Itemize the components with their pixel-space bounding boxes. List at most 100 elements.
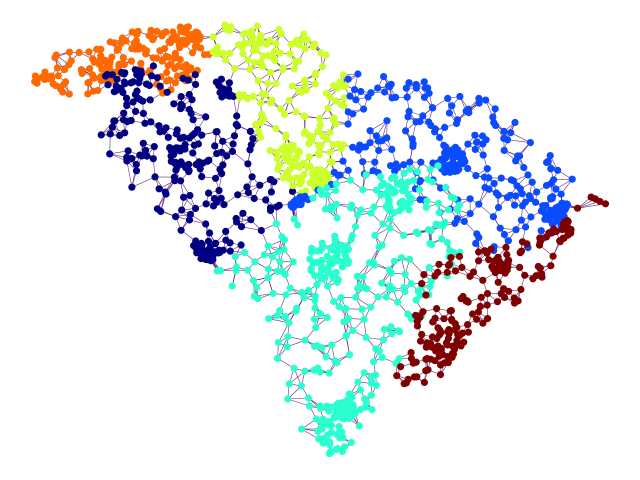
graph-node (128, 154, 136, 163)
graph-node (228, 147, 237, 156)
graph-node (344, 75, 352, 83)
graph-node (360, 105, 368, 113)
graph-node (453, 116, 462, 124)
graph-node (231, 64, 239, 73)
graph-node (239, 209, 247, 217)
graph-node (262, 91, 270, 99)
graph-node (466, 210, 474, 218)
graph-node (166, 76, 174, 84)
graph-node (119, 54, 127, 62)
graph-node (177, 226, 185, 234)
graph-node (366, 139, 374, 147)
graph-node (479, 140, 487, 148)
graph-node (172, 166, 180, 174)
graph-node (412, 118, 420, 126)
graph-node (266, 147, 274, 155)
graph-node (248, 27, 256, 35)
graph-node (226, 239, 234, 247)
graph-node (85, 78, 93, 87)
district-upstate-center (209, 21, 349, 197)
graph-node (280, 110, 289, 118)
graph-node (188, 96, 196, 104)
graph-node (162, 190, 170, 198)
graph-node (262, 196, 270, 204)
graph-node (226, 49, 234, 57)
graph-node (139, 109, 147, 117)
graph-node (145, 32, 153, 40)
graph-node (128, 45, 136, 53)
graph-node (257, 226, 265, 235)
graph-node (475, 94, 483, 102)
graph-node (149, 54, 157, 62)
graph-node (297, 88, 305, 96)
graph-node (211, 49, 219, 57)
graph-node (230, 132, 239, 140)
graph-node (145, 81, 153, 90)
graph-node (191, 204, 200, 212)
graph-node (272, 79, 280, 88)
graph-node (86, 65, 94, 73)
graph-node (250, 59, 258, 67)
graph-node (121, 69, 129, 77)
graph-node (120, 78, 128, 86)
graph-node (317, 49, 325, 57)
graph-node (449, 152, 457, 161)
graph-node (188, 49, 197, 57)
graph-node (244, 189, 252, 197)
graph-node (217, 194, 225, 202)
graph-node (527, 213, 535, 221)
graph-node (357, 87, 365, 96)
graph-node (249, 47, 258, 55)
graph-node (129, 98, 137, 106)
graph-node (380, 73, 388, 81)
graph-node (97, 131, 105, 139)
graph-node (119, 116, 127, 124)
graph-node (139, 97, 147, 105)
graph-node (320, 167, 328, 175)
graph-node (517, 216, 526, 224)
graph-node (257, 119, 265, 127)
graph-edge (510, 132, 531, 143)
graph-node (322, 89, 330, 97)
graph-node (190, 141, 198, 149)
graph-node (205, 156, 213, 164)
graph-node (253, 22, 261, 30)
graph-node (288, 82, 296, 90)
graph-node (258, 110, 266, 118)
graph-node (136, 151, 144, 159)
graph-node (306, 162, 314, 170)
graph-node (248, 173, 256, 181)
graph-node (303, 36, 311, 44)
graph-node (279, 146, 287, 154)
graph-node (354, 70, 362, 78)
graph-node (273, 148, 281, 156)
graph-node (197, 239, 205, 247)
graph-node (196, 165, 204, 173)
graph-node (75, 48, 83, 57)
graph-node (215, 186, 223, 195)
graph-node (218, 93, 226, 101)
graph-node (226, 247, 234, 255)
graph-node (258, 62, 266, 70)
graph-node (416, 178, 424, 186)
graph-node (392, 160, 400, 168)
graph-node (171, 177, 179, 185)
graph-node (402, 127, 410, 135)
graph-node (124, 147, 132, 155)
graph-node (143, 152, 151, 160)
graph-node (221, 56, 230, 64)
graph-node (132, 160, 140, 169)
graph-node (375, 146, 383, 155)
graph-node (340, 83, 348, 91)
graph-node (212, 174, 220, 182)
graph-node (311, 80, 320, 88)
graph-node (309, 171, 318, 179)
graph-node (300, 130, 308, 138)
graph-node (106, 38, 114, 46)
graph-node (222, 227, 230, 235)
graph-node (120, 109, 128, 117)
graph-node (497, 174, 505, 182)
graph-node (65, 90, 73, 98)
graph-node (127, 116, 135, 125)
graph-node (102, 72, 110, 80)
